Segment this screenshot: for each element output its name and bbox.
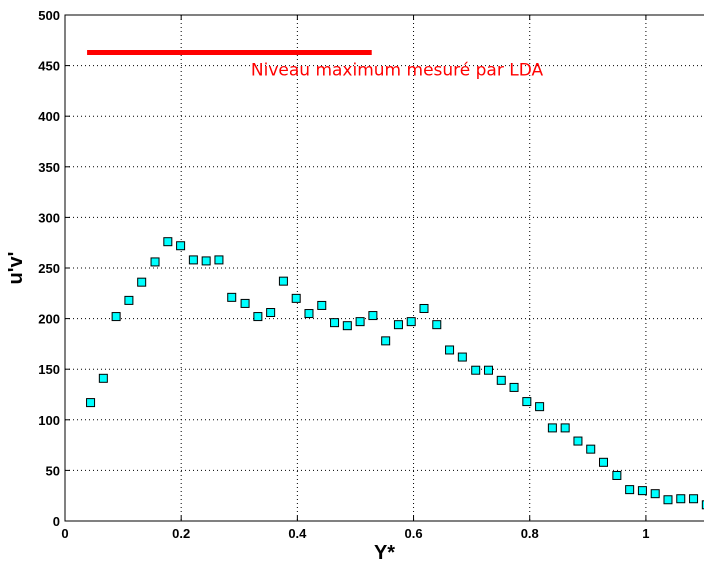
y-tick-label: 200 bbox=[38, 312, 60, 327]
data-point bbox=[240, 298, 250, 308]
y-tick-label: 500 bbox=[38, 8, 60, 23]
data-point bbox=[509, 382, 519, 392]
data-point bbox=[355, 317, 365, 327]
x-axis-label: Y* bbox=[374, 542, 395, 563]
data-point bbox=[445, 345, 455, 355]
data-point bbox=[547, 423, 557, 433]
data-point bbox=[227, 292, 237, 302]
y-tick-label: 250 bbox=[38, 261, 60, 276]
x-tick-label: 0.6 bbox=[405, 526, 423, 541]
y-tick-label: 450 bbox=[38, 59, 60, 74]
data-point bbox=[137, 277, 147, 287]
data-point bbox=[522, 397, 532, 407]
data-point bbox=[393, 320, 403, 330]
data-point bbox=[124, 295, 134, 305]
data-point bbox=[689, 494, 699, 504]
y-tick-label: 100 bbox=[38, 413, 60, 428]
plot-area-frame bbox=[64, 14, 704, 522]
y-tick-label: 50 bbox=[46, 463, 60, 478]
data-point bbox=[253, 312, 263, 322]
data-point bbox=[266, 308, 276, 318]
data-point bbox=[637, 486, 647, 496]
x-tick-label: 1 bbox=[642, 526, 649, 541]
axis-ticks bbox=[64, 14, 647, 522]
data-point bbox=[573, 436, 583, 446]
data-point bbox=[368, 311, 378, 321]
data-point bbox=[278, 276, 288, 286]
data-point bbox=[419, 303, 429, 313]
y-tick-labels: 0 50 100 150 200 250 300 350 400 450 500 bbox=[38, 8, 60, 529]
data-points bbox=[86, 237, 704, 510]
data-point bbox=[586, 444, 596, 454]
data-point bbox=[496, 375, 506, 385]
y-tick-label: 350 bbox=[38, 160, 60, 175]
x-tick-label: 0.2 bbox=[172, 526, 190, 541]
x-tick-labels: 0 0.2 0.4 0.6 0.8 1 bbox=[61, 526, 649, 541]
data-point bbox=[98, 373, 108, 383]
data-point bbox=[342, 321, 352, 331]
data-point bbox=[111, 312, 121, 322]
grid-lines bbox=[65, 15, 704, 521]
data-point bbox=[599, 457, 609, 467]
data-point bbox=[560, 423, 570, 433]
data-point bbox=[650, 489, 660, 499]
data-point bbox=[457, 352, 467, 362]
data-point bbox=[535, 402, 545, 412]
data-point bbox=[612, 470, 622, 480]
data-point bbox=[483, 365, 493, 375]
data-point bbox=[625, 485, 635, 495]
x-tick-label: 0.8 bbox=[521, 526, 539, 541]
data-point bbox=[330, 318, 340, 328]
data-point bbox=[406, 317, 416, 327]
y-tick-label: 150 bbox=[38, 362, 60, 377]
annotation-max-level-label: Niveau maximum mesuré par LDA bbox=[251, 61, 544, 81]
data-point bbox=[163, 237, 173, 247]
data-point bbox=[86, 398, 96, 408]
data-point bbox=[663, 495, 673, 505]
data-point bbox=[381, 336, 391, 346]
data-point bbox=[201, 256, 211, 266]
data-point bbox=[188, 255, 198, 265]
y-axis-label: u'v' bbox=[5, 252, 27, 285]
data-point bbox=[432, 320, 442, 330]
data-point bbox=[317, 300, 327, 310]
data-point bbox=[176, 241, 186, 251]
data-point bbox=[214, 255, 224, 265]
data-point bbox=[291, 293, 301, 303]
y-tick-label: 300 bbox=[38, 210, 60, 225]
data-point bbox=[701, 500, 704, 510]
y-tick-label: 400 bbox=[38, 109, 60, 124]
data-point bbox=[304, 309, 314, 319]
x-tick-label: 0 bbox=[61, 526, 68, 541]
x-tick-label: 0.4 bbox=[288, 526, 307, 541]
data-point bbox=[676, 494, 686, 504]
data-point bbox=[471, 365, 481, 375]
data-point bbox=[150, 257, 160, 267]
y-tick-label: 0 bbox=[53, 514, 60, 529]
